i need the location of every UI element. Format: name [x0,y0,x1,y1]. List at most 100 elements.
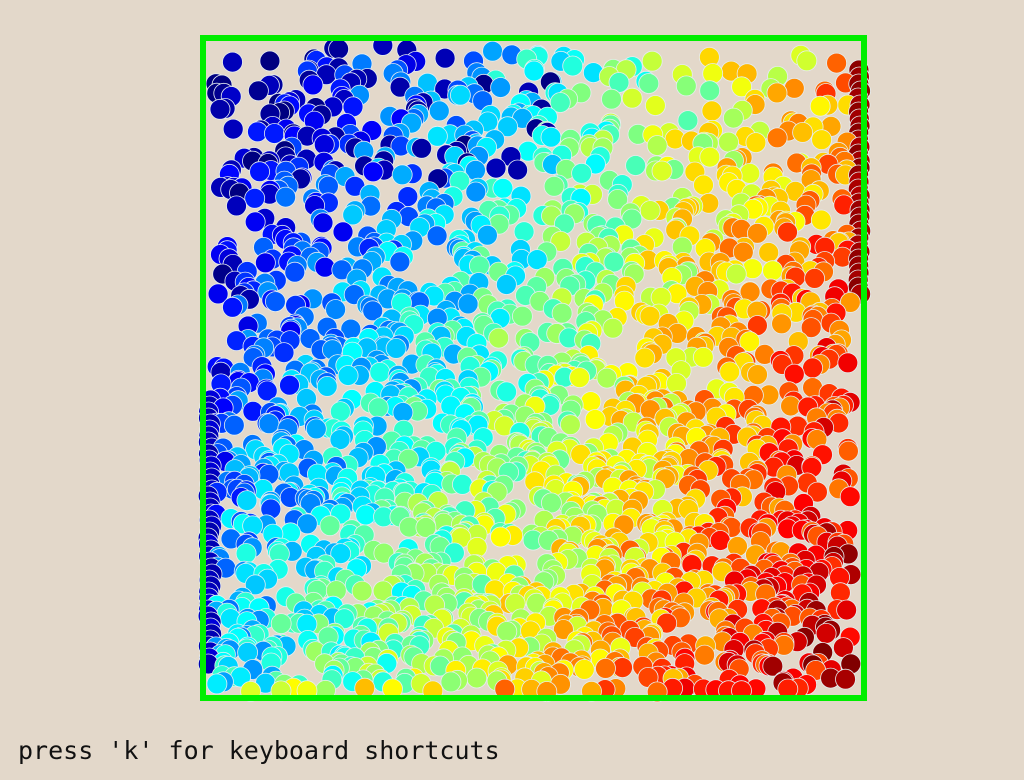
container-border [200,35,867,701]
particle [254,252,276,274]
particle [331,259,353,281]
particle [560,414,581,436]
particle [385,337,407,359]
particle [745,132,767,154]
particle [275,186,297,208]
particle [492,177,514,199]
particle [209,98,231,120]
particle [571,162,592,184]
particle [809,95,831,117]
particle [762,655,784,677]
particle [810,209,832,231]
particle [601,88,622,110]
particle [639,200,661,222]
particle [836,599,857,621]
particle [485,157,507,179]
particle [305,418,327,440]
particle [263,123,285,144]
particle [639,305,661,327]
particle [507,159,528,181]
particle [771,313,792,335]
particle [645,95,666,116]
particle [206,673,228,695]
particle [244,574,266,596]
particle [719,361,741,383]
particle [747,364,768,386]
particle [490,77,512,98]
particle [543,175,565,197]
particle [573,659,595,680]
particle [465,181,487,203]
particle [362,161,384,183]
particle [553,619,574,640]
particle [551,302,573,324]
particle [839,486,861,508]
particle [699,146,721,168]
particle [725,263,747,285]
particle [815,623,837,644]
particle [426,125,448,147]
particle [523,60,545,82]
particle [488,327,510,349]
particle [602,317,624,339]
particle [270,613,292,634]
particle [838,440,859,462]
particle [226,195,247,217]
particle [739,162,761,184]
particle [723,107,744,129]
particle [758,242,780,263]
particle [580,391,602,413]
particle [731,76,752,98]
particle [550,230,572,252]
particle [316,375,338,397]
particle [411,137,433,159]
particle [762,260,783,282]
particle [835,668,856,690]
particle [223,414,245,436]
particle [207,283,229,305]
particle [718,131,739,153]
particle [496,381,518,403]
particle [235,543,257,564]
particle [677,110,699,131]
particle [766,127,788,149]
particle [569,367,590,389]
particle [342,204,364,226]
particle [296,513,318,535]
particle [596,367,618,389]
particle [328,38,350,60]
particle [549,92,571,113]
particle [634,347,656,369]
particle [497,116,519,138]
particle [325,299,347,320]
particle [244,187,266,209]
particle [692,346,714,368]
particle [222,51,243,73]
particle [562,55,584,77]
particle [512,305,533,327]
particle [222,118,244,140]
particle [284,261,306,283]
particle [222,296,243,318]
particle [800,317,822,339]
particle [807,481,828,503]
particle [247,80,269,102]
particle [391,164,413,186]
particle [440,671,462,693]
particle [426,225,448,247]
particle [302,74,324,96]
particle [783,363,805,385]
particle [646,135,668,156]
particle [329,429,351,451]
particle [249,161,271,183]
particle [451,473,473,495]
particle [595,658,616,679]
particle [792,121,813,143]
particle [777,221,798,243]
particle [638,73,660,94]
particle [482,40,504,62]
particle [367,397,389,419]
particle [804,267,825,289]
